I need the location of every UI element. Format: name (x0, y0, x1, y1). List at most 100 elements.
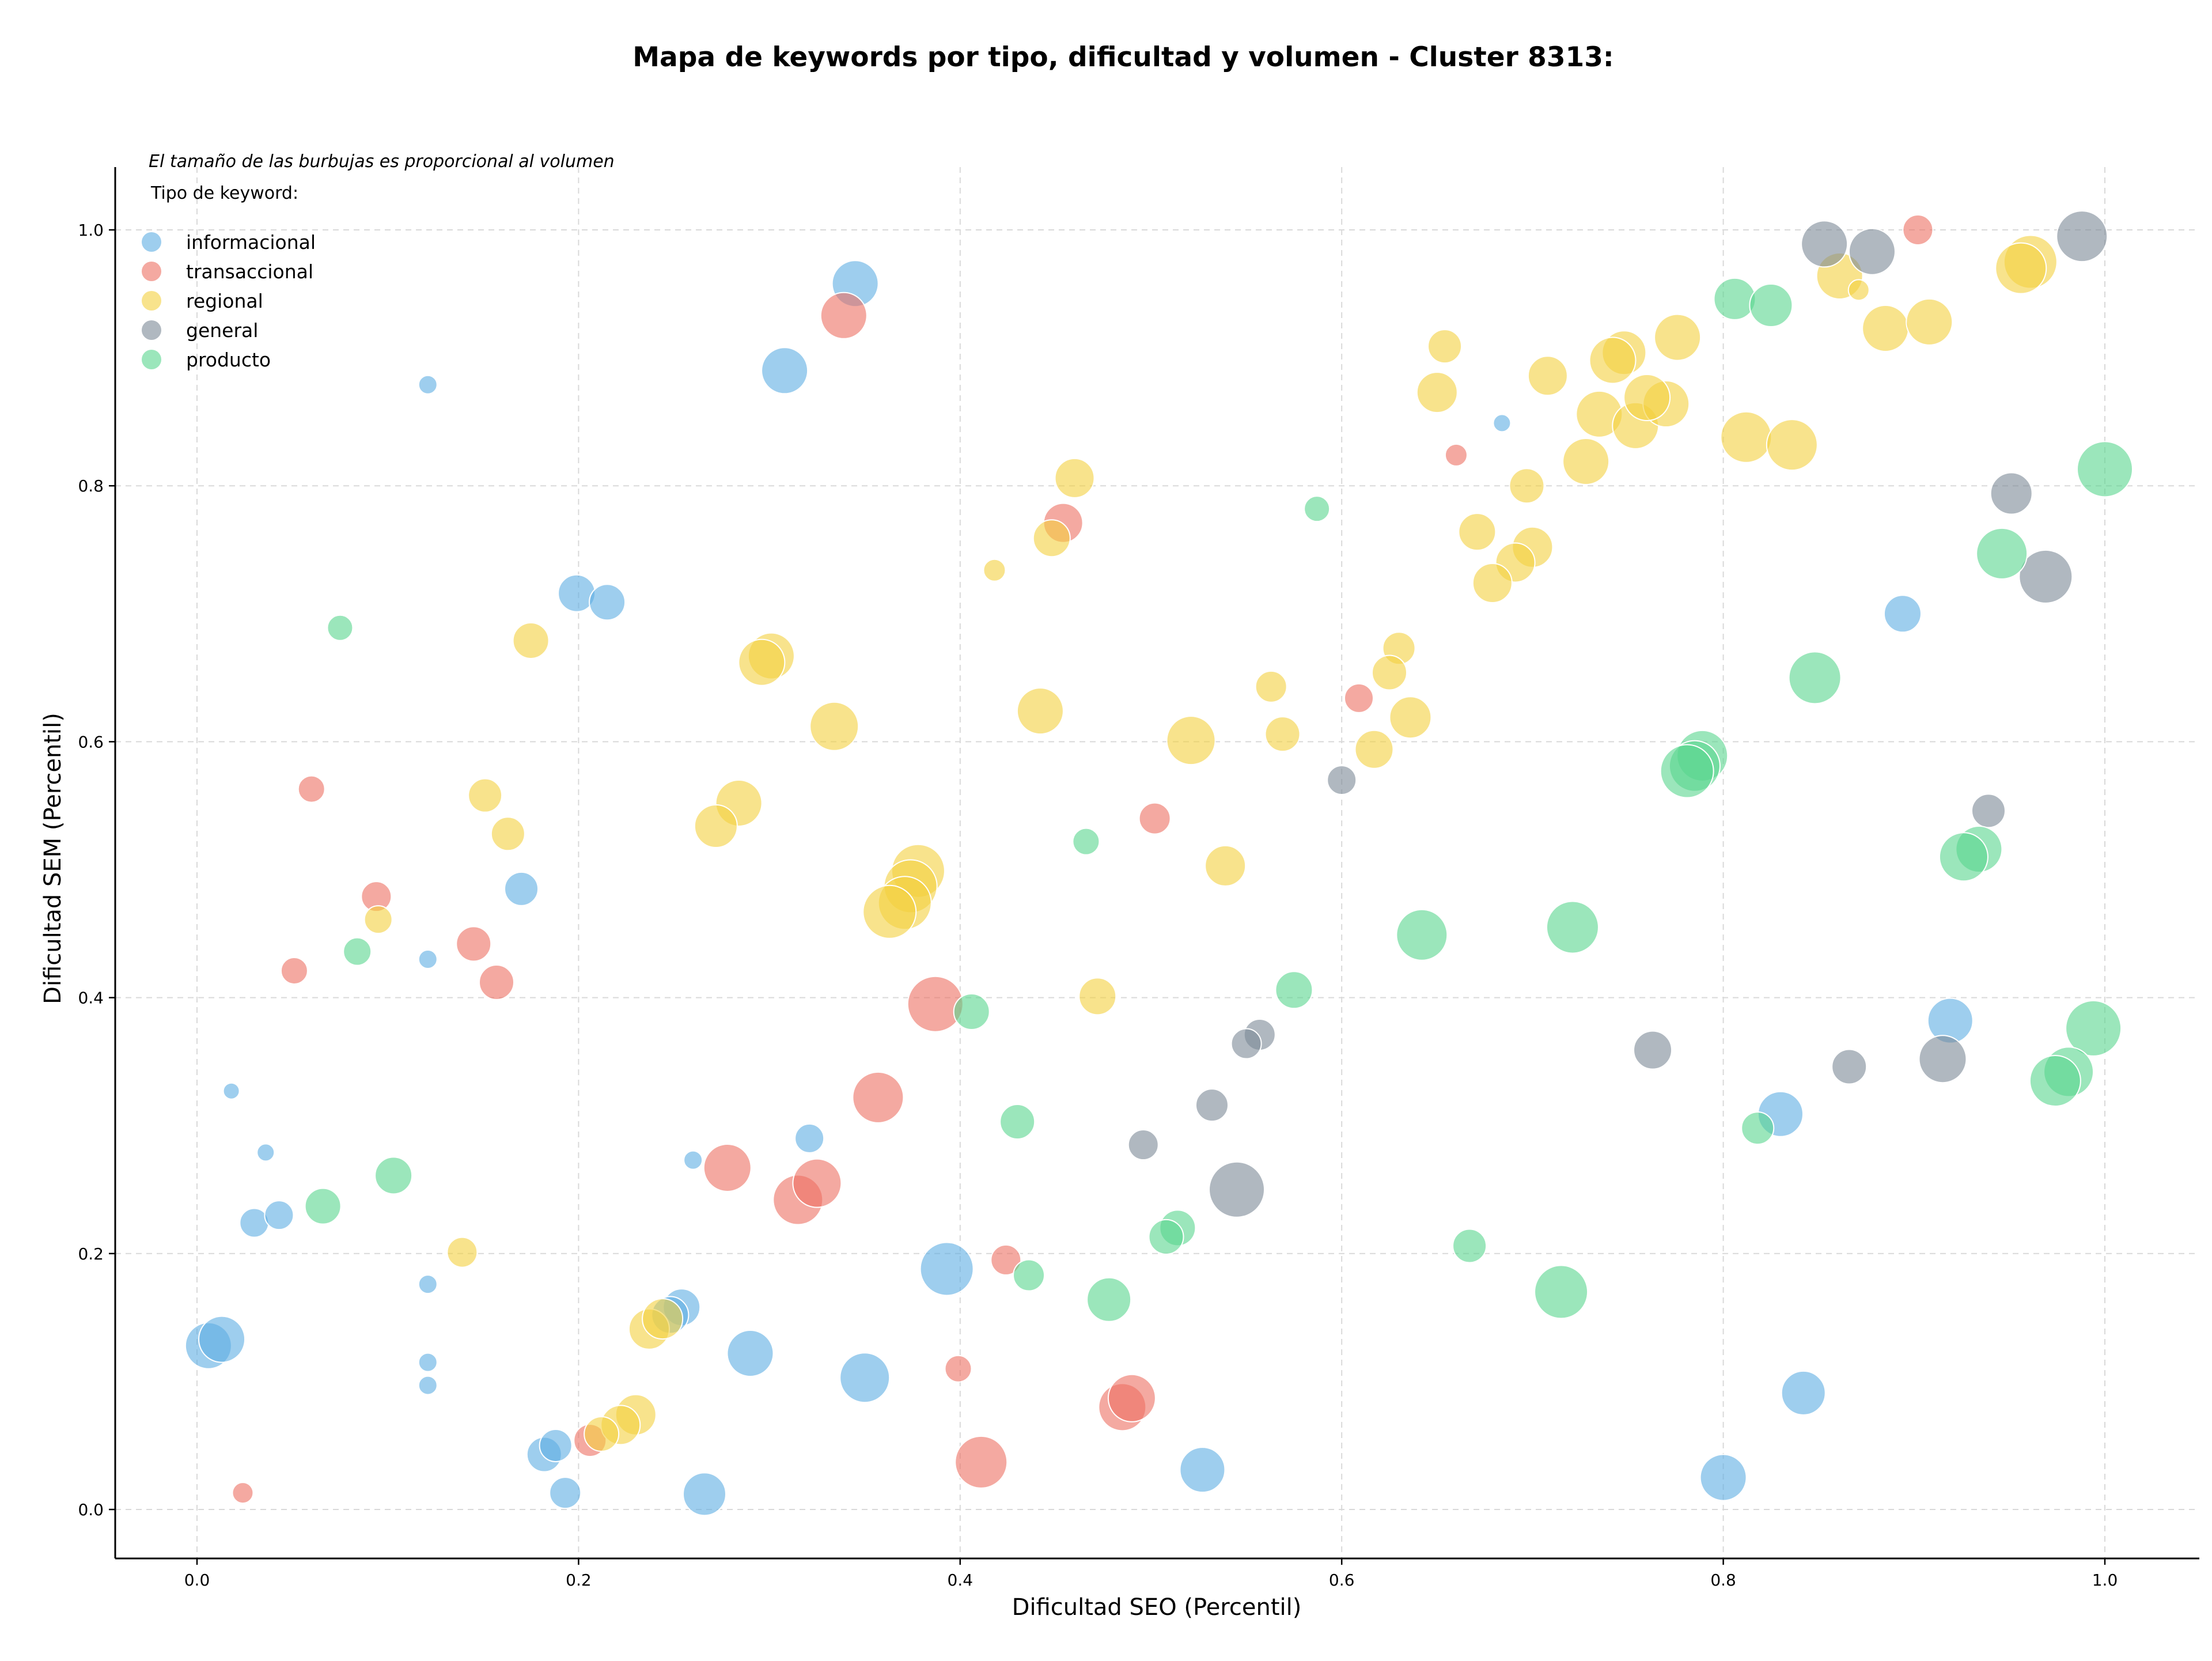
bubble-producto (1660, 744, 1714, 799)
legend-title: Tipo de keyword: (150, 183, 298, 203)
bubble-informacional (256, 1143, 275, 1162)
bubble-informacional (504, 871, 539, 906)
bubble-regional (1766, 419, 1818, 471)
bubble-producto (1788, 651, 1842, 705)
y-tick-label: 0.2 (78, 1244, 104, 1263)
bubble-general (1971, 793, 2006, 828)
bubble-informacional (683, 1150, 703, 1170)
bubble-regional (1205, 845, 1247, 887)
bubble-general (1195, 1088, 1229, 1122)
bubble-transaccional (955, 1435, 1008, 1489)
y-tick-label: 0.0 (78, 1500, 104, 1519)
y-tick-label: 1.0 (78, 221, 104, 240)
bubble-transaccional (1444, 443, 1468, 467)
bubble-transaccional (1138, 802, 1171, 835)
bubble-regional (738, 638, 786, 686)
bubble-regional (1847, 279, 1870, 301)
bubble-regional (1032, 519, 1071, 558)
bubble-regional (1509, 468, 1545, 504)
bubble-regional (1995, 242, 2047, 294)
bubble-producto (1275, 971, 1313, 1009)
bubble-informacional (418, 374, 438, 395)
bubble-producto (374, 1156, 413, 1195)
bubble-general (1990, 472, 2033, 515)
bubble-producto (1013, 1259, 1046, 1292)
bubble-informacional (839, 1352, 891, 1403)
legend-marker-informacional (142, 232, 161, 252)
bubble-transaccional (478, 964, 514, 1000)
bubble-regional (862, 884, 917, 939)
grid (115, 167, 2199, 1558)
bubble-regional (1416, 372, 1458, 414)
bubble-producto (2029, 1054, 2081, 1107)
bubble-regional (1427, 329, 1463, 364)
bubble-informacional (1781, 1370, 1826, 1416)
bubble-transaccional (297, 775, 325, 803)
y-tick-label: 0.4 (78, 989, 104, 1008)
bubble-informacional (919, 1242, 974, 1296)
bubble-informacional (264, 1200, 294, 1231)
bubble-informacional (1883, 595, 1922, 633)
bubble-informacional (418, 1274, 438, 1295)
bubble-transaccional (1902, 214, 1934, 245)
bubble-general (1801, 220, 1849, 268)
bubble-regional (363, 905, 393, 934)
bubble-transaccional (852, 1071, 904, 1123)
bubble-informacional (682, 1472, 726, 1516)
bubble-regional (1458, 513, 1497, 551)
bubble-general (1633, 1030, 1673, 1070)
bubble-informacional (1493, 414, 1512, 433)
bubble-informacional (198, 1315, 246, 1363)
bubble-producto (999, 1104, 1036, 1140)
bubble-producto (1148, 1219, 1184, 1255)
bubble-regional (1166, 716, 1216, 766)
y-tick-label: 0.8 (78, 476, 104, 495)
bubble-producto (1713, 277, 1756, 320)
bubble-transaccional (232, 1482, 254, 1504)
axis-ticks: 0.0 0.0 0.2 0.2 0.4 0.4 0.6 0.6 0.8 0.8 1.0 1.0 (78, 221, 2118, 1590)
bubble-producto (1546, 901, 1599, 954)
bubble-informacional (1699, 1454, 1747, 1501)
x-axis-label: Dificultad SEO (Percentil) (1012, 1594, 1302, 1621)
bubble-informacional (794, 1123, 825, 1153)
bubble-general (1918, 1035, 1967, 1084)
legend-label-informacional: informacional (186, 231, 316, 253)
bubble-transaccional (1344, 683, 1374, 713)
legend-marker-general (142, 320, 161, 340)
x-tick-label: 0.2 (566, 1571, 592, 1590)
bubble-producto (1072, 827, 1100, 856)
bubble-transaccional (1107, 1374, 1156, 1422)
bubble-informacional (418, 1375, 438, 1395)
legend-label-regional: regional (186, 290, 263, 312)
bubble-informacional (539, 1428, 573, 1462)
bubble-regional (642, 1298, 684, 1340)
bubble-general (1127, 1129, 1159, 1161)
bubble-regional (1354, 729, 1394, 769)
legend-marker-regional (142, 291, 161, 311)
bubble-informacional (549, 1477, 582, 1509)
bubble-informacional (761, 347, 809, 395)
bubble-regional (1862, 305, 1910, 353)
y-axis-label: Dificultad SEM (Percentil) (40, 713, 66, 1004)
legend-marker-transaccional (142, 262, 161, 281)
bubble-informacional (589, 584, 626, 621)
bubble-transaccional (990, 1244, 1022, 1276)
bubble-informacional (222, 1082, 240, 1100)
bubble-transaccional (456, 926, 492, 962)
bubble-producto (1938, 832, 1988, 882)
bubble-regional (1623, 373, 1671, 421)
bubble-transaccional (703, 1143, 752, 1192)
bubble-producto (1976, 527, 2028, 580)
bubble-regional (694, 804, 738, 848)
legend-label-producto: producto (186, 349, 271, 371)
bubble-regional (1720, 411, 1772, 463)
bubble-general (1831, 1049, 1868, 1085)
bubble-regional (1562, 438, 1610, 486)
bubble-producto (2077, 441, 2133, 498)
bubble-regional (468, 778, 503, 813)
bubble-regional (1527, 355, 1568, 396)
bubble-transaccional (944, 1354, 972, 1383)
legend-label-transaccional: transaccional (186, 260, 313, 283)
x-tick-label: 0.4 (948, 1571, 974, 1590)
